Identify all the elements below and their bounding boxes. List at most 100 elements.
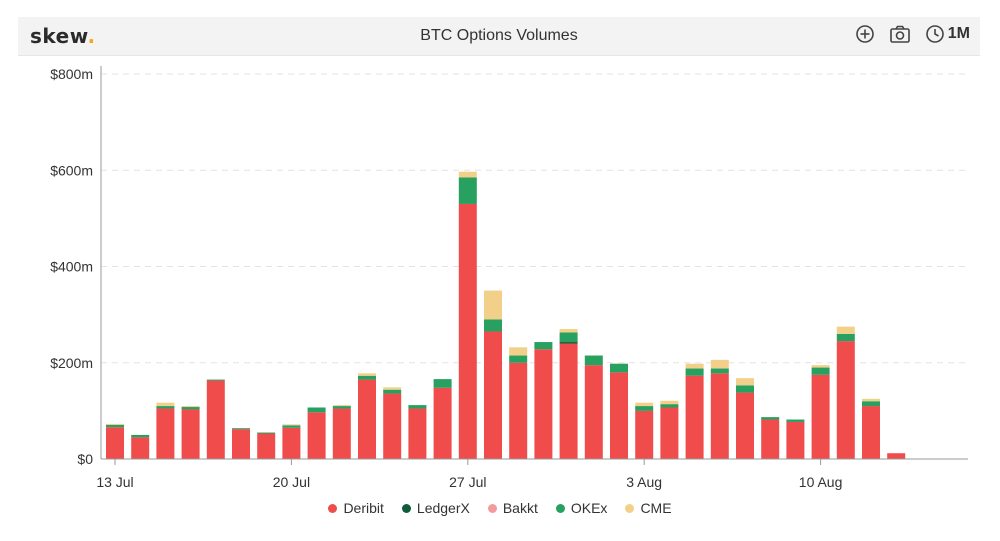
legend-item-cme[interactable]: CME bbox=[625, 500, 672, 516]
bar-segment-deribit[interactable] bbox=[736, 392, 754, 459]
bar-stack[interactable] bbox=[358, 373, 376, 459]
bar-segment-cme[interactable] bbox=[156, 402, 175, 407]
bar-segment-cme[interactable] bbox=[358, 373, 376, 376]
bar-stack[interactable] bbox=[685, 363, 704, 459]
bar-segment-okex[interactable] bbox=[610, 363, 628, 373]
bar-stack[interactable] bbox=[282, 424, 301, 459]
bar-segment-okex[interactable] bbox=[559, 332, 578, 343]
bar-segment-deribit[interactable] bbox=[836, 341, 855, 459]
bar-segment-deribit[interactable] bbox=[358, 379, 376, 459]
bar-stack[interactable] bbox=[836, 326, 855, 459]
bar-segment-cme[interactable] bbox=[509, 347, 528, 356]
time-range-button[interactable]: 1M bbox=[925, 24, 970, 44]
bar-segment-okex[interactable] bbox=[584, 355, 603, 366]
bar-segment-deribit[interactable] bbox=[232, 429, 250, 459]
bar-segment-deribit[interactable] bbox=[484, 331, 502, 459]
bar-segment-deribit[interactable] bbox=[660, 407, 679, 459]
bar-segment-okex[interactable] bbox=[156, 406, 175, 409]
bar-segment-okex[interactable] bbox=[131, 434, 150, 438]
bar-segment-cme[interactable] bbox=[862, 398, 880, 402]
bar-segment-okex[interactable] bbox=[106, 424, 124, 428]
bar-segment-deribit[interactable] bbox=[786, 421, 805, 459]
bar-segment-okex[interactable] bbox=[282, 425, 301, 428]
bar-segment-deribit[interactable] bbox=[332, 408, 351, 459]
bar-segment-deribit[interactable] bbox=[458, 203, 477, 459]
bar-stack[interactable] bbox=[156, 402, 175, 459]
bar-segment-deribit[interactable] bbox=[887, 453, 906, 459]
bar-stack[interactable] bbox=[232, 428, 250, 459]
bar-segment-okex[interactable] bbox=[811, 367, 830, 375]
bar-segment-okex[interactable] bbox=[534, 342, 553, 350]
bar-segment-okex[interactable] bbox=[408, 405, 427, 409]
bar-stack[interactable] bbox=[534, 342, 553, 459]
bar-segment-cme[interactable] bbox=[181, 406, 200, 408]
bar-segment-deribit[interactable] bbox=[282, 427, 301, 459]
bar-stack[interactable] bbox=[887, 453, 906, 459]
bar-segment-deribit[interactable] bbox=[383, 393, 402, 459]
bar-stack[interactable] bbox=[484, 290, 502, 459]
bar-segment-deribit[interactable] bbox=[156, 408, 175, 459]
bar-segment-deribit[interactable] bbox=[206, 380, 225, 459]
bar-segment-deribit[interactable] bbox=[559, 343, 578, 460]
bar-segment-cme[interactable] bbox=[710, 359, 729, 369]
bar-segment-okex[interactable] bbox=[232, 428, 250, 430]
bar-segment-okex[interactable] bbox=[358, 375, 376, 380]
bar-segment-okex[interactable] bbox=[736, 385, 754, 393]
bar-segment-okex[interactable] bbox=[836, 333, 855, 342]
bar-stack[interactable] bbox=[383, 387, 402, 459]
legend-item-bakkt[interactable]: Bakkt bbox=[487, 500, 538, 516]
bar-segment-cme[interactable] bbox=[635, 402, 654, 407]
bar-stack[interactable] bbox=[610, 363, 628, 459]
bar-segment-okex[interactable] bbox=[181, 407, 200, 410]
bar-segment-deribit[interactable] bbox=[610, 372, 628, 459]
bar-segment-deribit[interactable] bbox=[131, 437, 150, 459]
legend-item-deribit[interactable]: Deribit bbox=[328, 500, 384, 516]
bar-segment-okex[interactable] bbox=[509, 355, 528, 363]
bar-stack[interactable] bbox=[257, 432, 276, 459]
bar-stack[interactable] bbox=[131, 434, 150, 459]
bar-stack[interactable] bbox=[433, 379, 452, 459]
bar-segment-cme[interactable] bbox=[458, 171, 477, 178]
bar-stack[interactable] bbox=[559, 329, 578, 460]
bar-stack[interactable] bbox=[509, 347, 528, 459]
bar-segment-okex[interactable] bbox=[484, 319, 502, 332]
bar-segment-okex[interactable] bbox=[761, 417, 780, 420]
bar-segment-deribit[interactable] bbox=[106, 427, 124, 459]
bar-segment-cme[interactable] bbox=[836, 326, 855, 334]
bar-stack[interactable] bbox=[635, 402, 654, 459]
bar-segment-okex[interactable] bbox=[458, 177, 477, 204]
bar-segment-deribit[interactable] bbox=[685, 375, 704, 459]
bar-stack[interactable] bbox=[584, 355, 603, 459]
bar-segment-deribit[interactable] bbox=[509, 362, 528, 459]
bar-segment-deribit[interactable] bbox=[862, 406, 880, 459]
bar-segment-okex[interactable] bbox=[257, 432, 276, 434]
bar-segment-okex[interactable] bbox=[433, 379, 452, 388]
bar-stack[interactable] bbox=[660, 400, 679, 459]
legend-item-ledgerx[interactable]: LedgerX bbox=[401, 500, 470, 516]
bar-segment-okex[interactable] bbox=[383, 389, 402, 394]
bar-segment-okex[interactable] bbox=[206, 379, 225, 381]
bar-stack[interactable] bbox=[408, 405, 427, 459]
bar-stack[interactable] bbox=[181, 406, 200, 459]
bar-segment-deribit[interactable] bbox=[534, 349, 553, 459]
bar-stack[interactable] bbox=[106, 423, 124, 459]
bar-segment-okex[interactable] bbox=[660, 404, 679, 408]
bar-segment-deribit[interactable] bbox=[635, 410, 654, 459]
bar-segment-cme[interactable] bbox=[106, 423, 124, 425]
bar-segment-deribit[interactable] bbox=[811, 374, 830, 459]
bar-stack[interactable] bbox=[332, 405, 351, 459]
bar-stack[interactable] bbox=[736, 378, 754, 459]
bar-stack[interactable] bbox=[710, 359, 729, 459]
bar-stack[interactable] bbox=[811, 365, 830, 459]
bar-segment-okex[interactable] bbox=[307, 407, 326, 413]
zoom-in-icon[interactable] bbox=[855, 24, 875, 44]
bar-segment-cme[interactable] bbox=[736, 378, 754, 386]
bar-segment-okex[interactable] bbox=[862, 401, 880, 407]
bar-segment-cme[interactable] bbox=[383, 387, 402, 390]
bar-segment-cme[interactable] bbox=[685, 363, 704, 369]
bar-stack[interactable] bbox=[458, 171, 477, 459]
bar-stack[interactable] bbox=[761, 417, 780, 459]
bar-segment-deribit[interactable] bbox=[181, 409, 200, 459]
bar-segment-deribit[interactable] bbox=[433, 387, 452, 459]
bar-segment-cme[interactable] bbox=[660, 400, 679, 405]
